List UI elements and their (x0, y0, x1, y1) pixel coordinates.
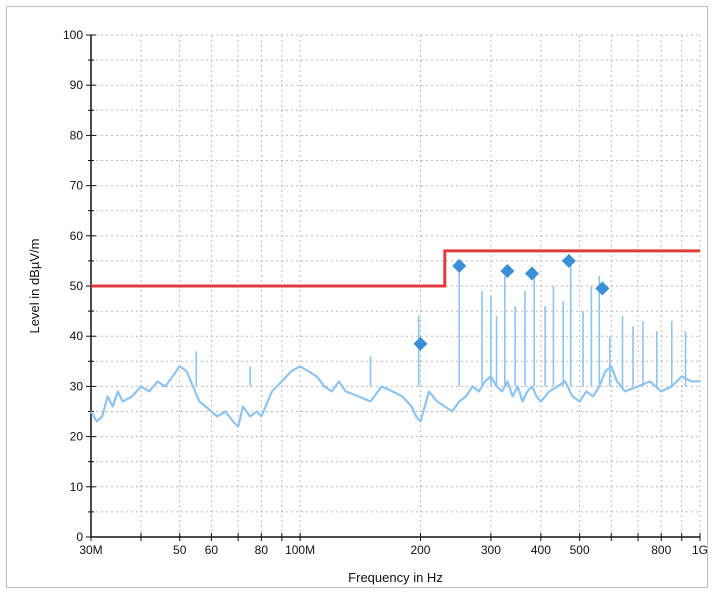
x-tick-label: 50 (173, 543, 187, 557)
y-tick-label: 70 (70, 179, 84, 193)
peak-marker (595, 281, 610, 296)
y-tick-label: 0 (76, 530, 83, 544)
measurement-trace (90, 365, 700, 428)
y-tick-label: 30 (70, 379, 84, 393)
y-tick-label: 50 (70, 279, 84, 293)
emission-chart: 0 10 20 30 40 50 60 70 80 90 100 30M 50 60 80 100M 200 30… (27, 28, 708, 585)
y-tick-label: 60 (70, 229, 84, 243)
limit-line (91, 249, 700, 288)
y-tick-label: 10 (70, 480, 84, 494)
y-tick-label: 80 (70, 128, 84, 142)
x-tick-label: 30M (79, 543, 102, 557)
peak-marker (524, 266, 539, 281)
x-tick-label: 100M (285, 543, 315, 557)
x-tick-label: 500 (570, 543, 590, 557)
y-tick-label: 100 (63, 28, 83, 42)
x-tick-label: 200 (410, 543, 430, 557)
peak-marker (413, 336, 428, 351)
x-tick-label: 60 (205, 543, 219, 557)
chart-frame: 0 10 20 30 40 50 60 70 80 90 100 30M 50 60 80 100M 200 30… (6, 6, 708, 588)
peak-marker (452, 258, 467, 273)
peak-marker (500, 263, 515, 278)
y-tick-label: 40 (70, 329, 84, 343)
x-tick-label: 1G (692, 543, 707, 557)
peak-marker (561, 253, 576, 268)
y-tick-label: 90 (70, 78, 84, 92)
x-tick-label: 800 (651, 543, 671, 557)
series-layer (90, 249, 700, 428)
x-axis-title: Frequency in Hz (348, 570, 443, 585)
y-tick-label: 20 (70, 430, 84, 444)
x-tick-label: 300 (481, 543, 501, 557)
tick-labels: 0 10 20 30 40 50 60 70 80 90 100 30M 50 60 80 100M 200 30… (63, 28, 708, 557)
y-axis-title: Level in dBµV/m (27, 239, 42, 334)
x-tick-label: 80 (255, 543, 269, 557)
x-tick-label: 400 (531, 543, 551, 557)
